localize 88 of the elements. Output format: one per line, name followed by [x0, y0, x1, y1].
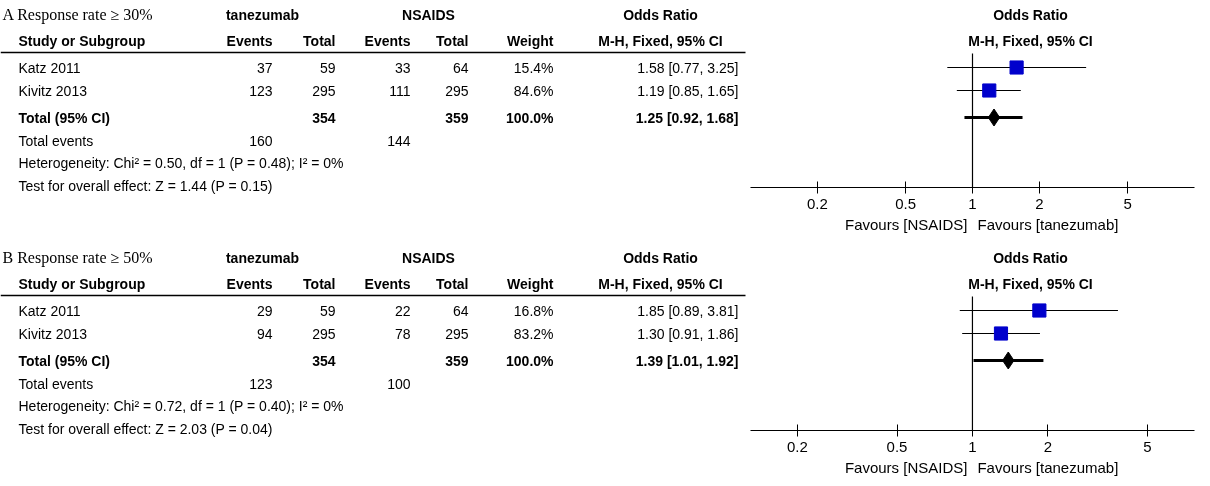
text: Odds Ratio: [993, 6, 1068, 23]
text: 160: [249, 132, 273, 149]
text: Total events: [18, 132, 94, 149]
text: 295: [445, 82, 469, 99]
text: Favours [tanezumab]: [977, 216, 1119, 233]
x-tick-label: 5: [1143, 437, 1152, 455]
category-label: Total (95% CI): [18, 352, 111, 369]
text: 144: [387, 132, 411, 149]
text: Weight: [507, 32, 554, 49]
text: Weight: [507, 275, 554, 292]
text: 111: [389, 82, 411, 99]
text: B Response rate ≥ 50%: [2, 249, 153, 267]
x-tick-label: 2: [1035, 194, 1044, 212]
text: 33: [394, 59, 411, 76]
text: M-H, Fixed, 95% CI: [968, 32, 1093, 49]
text: 100: [387, 375, 411, 392]
x-tick-label: 1: [968, 194, 977, 212]
text: Events: [364, 32, 411, 49]
x-tick-label: 0.5: [886, 437, 908, 455]
text: Study or Subgroup: [18, 275, 146, 292]
text: 359: [445, 109, 469, 126]
text: M-H, Fixed, 95% CI: [598, 32, 723, 49]
text: 100.0%: [506, 109, 555, 126]
text: Odds Ratio: [623, 249, 698, 266]
text: tanezumab: [225, 249, 300, 266]
text: 295: [312, 325, 336, 342]
x-tick-label: 2: [1043, 437, 1053, 455]
text: 354: [312, 109, 336, 126]
text: Odds Ratio: [993, 249, 1068, 266]
x-tick-label: 5: [1123, 194, 1132, 212]
text: 100.0%: [506, 352, 555, 369]
text: 16.8%: [513, 302, 554, 319]
category-label: Total (95% CI): [18, 109, 111, 126]
text: 64: [452, 302, 469, 319]
text: 123: [249, 82, 273, 99]
text: 295: [445, 325, 469, 342]
text: 78: [394, 325, 411, 342]
category-label: Kivitz 2013: [18, 325, 87, 342]
category-label: Kivitz 2013: [18, 82, 87, 99]
text: Total: [303, 32, 336, 49]
category-label: Katz 2011: [18, 59, 81, 76]
x-tick-label: 1: [968, 437, 977, 455]
text: 83.2%: [513, 325, 554, 342]
text: tanezumab: [225, 6, 300, 23]
text: 359: [445, 352, 469, 369]
text: Heterogeneity: Chi² = 0.50, df = 1 (P = 0.48); I² = 0%: [18, 154, 344, 171]
text: Favours [tanezumab]: [977, 459, 1119, 476]
text: 29: [256, 302, 273, 319]
text: 22: [394, 302, 411, 319]
text: Total: [436, 32, 469, 49]
text: 59: [319, 59, 336, 76]
text: Events: [364, 275, 411, 292]
x-tick-label: 0.2: [806, 194, 828, 212]
text: Heterogeneity: Chi² = 0.72, df = 1 (P = 0.40); I² = 0%: [18, 397, 344, 414]
text: 1.19 [0.85, 1.65]: [637, 82, 739, 99]
text: 1.30 [0.91, 1.86]: [637, 325, 739, 342]
text: A Response rate ≥ 30%: [2, 6, 153, 24]
x-tick-label: 0.5: [895, 194, 917, 212]
text: M-H, Fixed, 95% CI: [968, 275, 1093, 292]
text: 37: [256, 59, 273, 76]
text: NSAIDS: [402, 249, 455, 266]
text: Favours [NSAIDS]: [844, 459, 968, 476]
text: 15.4%: [513, 59, 554, 76]
text: 1.25 [0.92, 1.68]: [635, 109, 739, 126]
text: 1.85 [0.89, 3.81]: [637, 302, 739, 319]
text: 84.6%: [513, 82, 554, 99]
text: Odds Ratio: [623, 6, 698, 23]
text: 94: [256, 325, 273, 342]
text: Study or Subgroup: [18, 32, 146, 49]
text: 1.58 [0.77, 3.25]: [637, 59, 739, 76]
text: 295: [312, 82, 336, 99]
x-tick-label: 0.2: [786, 437, 808, 455]
text: M-H, Fixed, 95% CI: [598, 275, 723, 292]
text: 123: [249, 375, 273, 392]
text: 59: [319, 302, 336, 319]
text: Total: [303, 275, 336, 292]
text: 64: [452, 59, 469, 76]
category-label: Katz 2011: [18, 302, 81, 319]
text: Test for overall effect: Z = 1.44 (P = 0.15): [18, 177, 273, 194]
text: Events: [226, 275, 273, 292]
text: NSAIDS: [402, 6, 455, 23]
text: 1.39 [1.01, 1.92]: [635, 352, 739, 369]
text: 354: [312, 352, 336, 369]
text: Total: [436, 275, 469, 292]
text: Favours [NSAIDS]: [844, 216, 968, 233]
text: Test for overall effect: Z = 2.03 (P = 0.04): [18, 420, 273, 437]
text: Total events: [18, 375, 94, 392]
text: Events: [226, 32, 273, 49]
